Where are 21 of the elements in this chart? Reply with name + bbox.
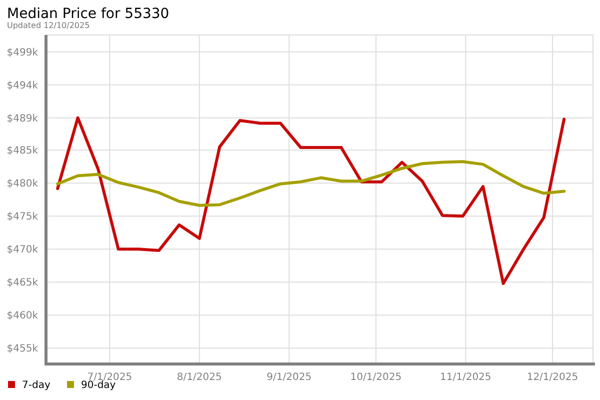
line-series: [56, 116, 566, 286]
y-tick-label: $455k: [6, 344, 38, 355]
x-tick-label: 11/1/2025: [440, 372, 492, 383]
y-tick-label: $489k: [6, 113, 38, 124]
y-tick-label: $465k: [6, 278, 38, 289]
x-tick-label: 10/1/2025: [350, 372, 402, 383]
x-tick-label: 9/1/2025: [266, 372, 312, 383]
y-tick-label: $494k: [6, 80, 38, 92]
x-tick-label: 8/1/2025: [176, 372, 222, 383]
legend-label: 7-day: [22, 380, 50, 391]
y-tick-label: $470k: [6, 244, 38, 256]
y-tick-label: $475k: [6, 212, 38, 223]
y-tick-label: $480k: [6, 178, 38, 190]
chart-title: Median Price for 55330: [7, 6, 170, 22]
legend-label: 90-day: [81, 380, 116, 391]
chart-subtitle: Updated 12/10/2025: [7, 21, 90, 30]
x-tick-label: 12/1/2025: [526, 372, 578, 383]
line-series: [56, 160, 566, 207]
y-tick-label: $485k: [6, 146, 38, 157]
y-tick-label: $499k: [6, 47, 38, 58]
y-tick-label: $460k: [6, 310, 38, 322]
